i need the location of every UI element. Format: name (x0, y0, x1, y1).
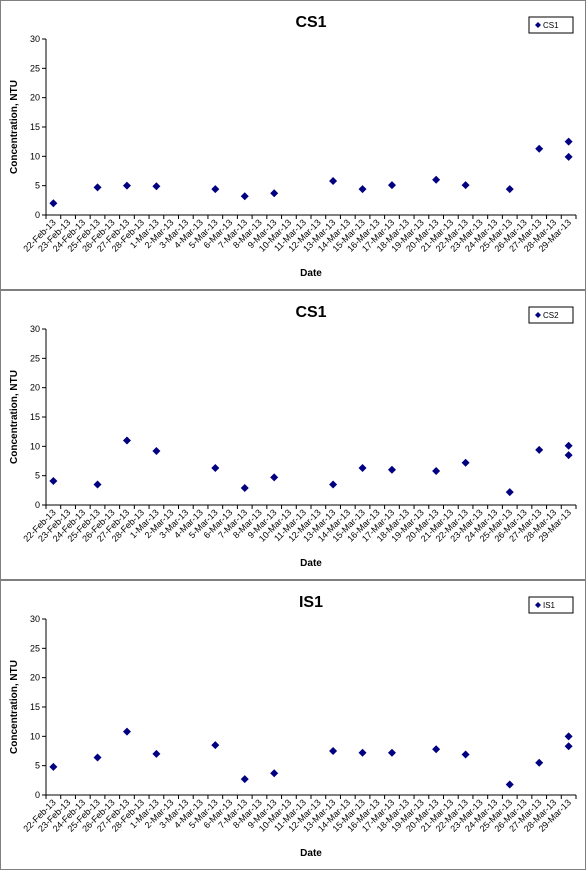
y-tick-label: 30 (30, 34, 40, 44)
y-tick-label: 15 (30, 412, 40, 422)
x-axis-title: Date (300, 268, 322, 279)
legend-box (528, 306, 574, 324)
data-point (387, 465, 396, 474)
legend-marker (535, 22, 541, 28)
data-point (329, 747, 338, 755)
data-point (122, 181, 131, 190)
y-tick-label: 25 (30, 643, 40, 653)
data-point (270, 769, 279, 778)
y-tick-label: 5 (35, 471, 40, 481)
chart-title: CS1 (295, 304, 326, 321)
chart-panel-cs1: CS1 CS1 0 5 10 15 20 25 30 22-Feb-13 23-Feb-13 24-F… (0, 0, 586, 290)
y-tick-label: 25 (30, 63, 40, 73)
y-tick-label: 20 (30, 383, 40, 393)
data-point (535, 445, 544, 454)
y-tick-label: 25 (30, 353, 40, 363)
data-point (93, 753, 102, 762)
x-axis-title: Date (300, 558, 322, 569)
y-tick-label: 5 (35, 761, 40, 771)
data-point (329, 176, 338, 185)
y-tick-label: 20 (30, 93, 40, 103)
y-tick-label: 15 (30, 122, 40, 132)
data-point (49, 762, 58, 771)
y-tick-label: 10 (30, 151, 40, 161)
data-point (270, 473, 279, 482)
data-point (211, 464, 220, 473)
legend-marker (535, 312, 541, 318)
data-point (152, 447, 161, 456)
data-point (240, 192, 249, 201)
data-point (387, 748, 396, 757)
data-point (211, 741, 220, 750)
data-point (564, 742, 573, 751)
y-tick-label: 30 (30, 614, 40, 624)
data-point (211, 185, 220, 194)
data-point (358, 185, 367, 194)
data-point (152, 182, 161, 191)
data-point (564, 137, 573, 146)
chart-panel-cs2: CS1 CS2 0 5 10 15 20 25 30 22-Feb-13 23-Feb-13 24-F… (0, 290, 586, 580)
data-point (505, 488, 514, 497)
legend-label: CS1 (543, 21, 559, 30)
chart-cs2-svg: CS1 CS205101520253022-Feb-1323-Feb-1324-F… (9, 304, 577, 569)
y-tick-label: 15 (30, 702, 40, 712)
data-point (432, 175, 441, 184)
y-tick-label: 5 (35, 181, 40, 191)
data-point (432, 466, 441, 475)
data-point (432, 745, 441, 754)
data-point (93, 183, 102, 192)
data-point (505, 185, 514, 194)
legend: CS2 (528, 306, 574, 324)
y-axis-title: Concentration, NTU (9, 660, 20, 754)
data-point (461, 181, 470, 190)
y-axis-title: Concentration, NTU (9, 80, 20, 174)
data-point (49, 199, 58, 208)
legend: CS1 (528, 16, 574, 34)
chart-title: IS1 (299, 594, 323, 611)
data-point (122, 727, 131, 736)
legend-box (528, 16, 574, 34)
chart-title: CS1 (295, 14, 326, 31)
y-axis-title: Concentration, NTU (9, 370, 20, 464)
data-point (122, 436, 131, 445)
data-point (461, 458, 470, 467)
data-point (49, 476, 58, 485)
data-point (564, 451, 573, 460)
data-point (564, 152, 573, 161)
data-point (358, 464, 367, 473)
data-point (564, 441, 573, 450)
legend-marker (535, 602, 541, 608)
data-point (358, 748, 367, 757)
data-point (505, 780, 514, 789)
chart-is1-svg: IS1 IS105101520253022-Feb-1323-Feb-1324-F… (9, 594, 577, 859)
y-tick-label: 0 (35, 790, 40, 800)
data-point (270, 189, 279, 198)
legend-label: CS2 (543, 311, 559, 320)
legend-box (528, 596, 574, 614)
data-point (535, 758, 544, 767)
y-tick-label: 20 (30, 673, 40, 683)
data-point (535, 144, 544, 153)
legend-label: IS1 (543, 601, 556, 610)
data-point (387, 181, 396, 190)
data-point (329, 480, 338, 489)
y-tick-label: 10 (30, 441, 40, 451)
data-point (564, 732, 573, 741)
legend: IS1 (528, 596, 574, 614)
y-tick-label: 0 (35, 500, 40, 510)
data-point (461, 750, 470, 759)
data-point (240, 775, 249, 784)
chart-panel-is1: IS1 IS1 0 5 10 15 20 25 30 22-Feb-13 23-Feb-13 24-F… (0, 580, 586, 870)
x-axis-title: Date (300, 848, 322, 859)
data-point (93, 480, 102, 489)
data-point (240, 483, 249, 492)
chart-cs1-svg: CS1 CS105101520253022-Feb-1323-Feb-1324-F… (9, 14, 577, 279)
y-tick-label: 30 (30, 324, 40, 334)
data-point (152, 749, 161, 758)
y-tick-label: 10 (30, 731, 40, 741)
y-tick-label: 0 (35, 210, 40, 220)
